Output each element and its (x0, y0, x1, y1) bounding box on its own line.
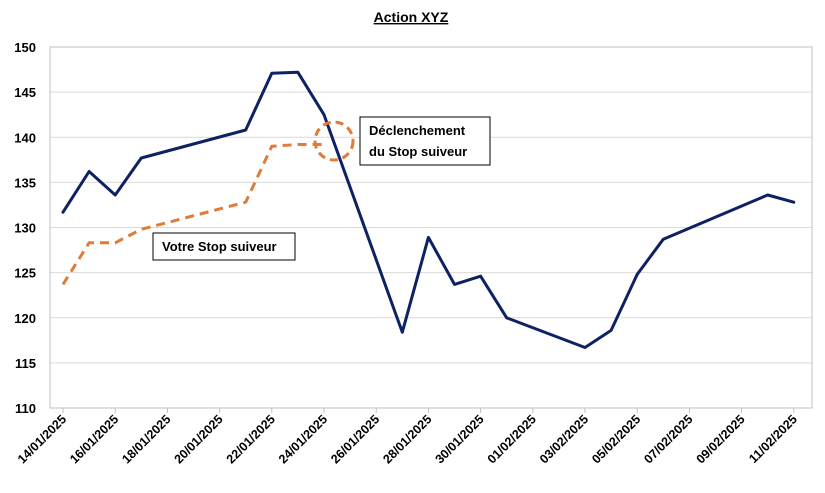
y-tick-label: 135 (14, 175, 36, 190)
x-tick-label: 09/02/2025 (694, 412, 748, 466)
trailing-stop-line (61, 143, 324, 286)
x-tick-label: 30/01/2025 (433, 412, 487, 466)
y-tick-label: 125 (14, 266, 36, 281)
x-tick-label: 20/01/2025 (172, 412, 226, 466)
x-tick-label: 11/02/2025 (746, 412, 800, 466)
series-layer (61, 70, 796, 349)
x-tick-label: 03/02/2025 (537, 412, 591, 466)
x-tick-label: 26/01/2025 (328, 412, 382, 466)
x-axis: 14/01/202516/01/202518/01/202520/01/2025… (15, 408, 800, 466)
y-tick-label: 130 (14, 221, 36, 236)
x-tick-label: 18/01/2025 (119, 412, 173, 466)
x-tick-label: 22/01/2025 (224, 412, 278, 466)
y-tick-label: 115 (15, 356, 36, 371)
trigger-circle (313, 120, 355, 162)
y-tick-label: 120 (14, 311, 36, 326)
trigger-annotation-line1: Déclenchement (369, 123, 466, 138)
trigger-annotation-line2: du Stop suiveur (369, 144, 467, 159)
x-tick-label: 24/01/2025 (276, 412, 330, 466)
y-tick-label: 140 (14, 130, 36, 145)
stop-annotation-label: Votre Stop suiveur (162, 239, 277, 254)
stop-annotation-box: Votre Stop suiveur (152, 232, 296, 261)
x-tick-label: 07/02/2025 (641, 412, 695, 466)
x-tick-label: 28/01/2025 (380, 412, 434, 466)
x-tick-label: 16/01/2025 (67, 412, 121, 466)
plot-area-border (49, 46, 813, 409)
x-tick-label: 05/02/2025 (589, 412, 643, 466)
price-line (61, 70, 796, 349)
trigger-annotation-box: Déclenchement du Stop suiveur (359, 116, 491, 166)
x-tick-label: 14/01/2025 (15, 412, 69, 466)
y-tick-label: 145 (14, 85, 36, 100)
y-tick-label: 150 (14, 40, 36, 55)
x-tick-label: 01/02/2025 (485, 412, 539, 466)
chart-title: Action XYZ (374, 9, 449, 25)
y-tick-label: 110 (15, 401, 36, 416)
y-axis: 110 115 120 125 130 135 140 145 150 (14, 40, 36, 416)
